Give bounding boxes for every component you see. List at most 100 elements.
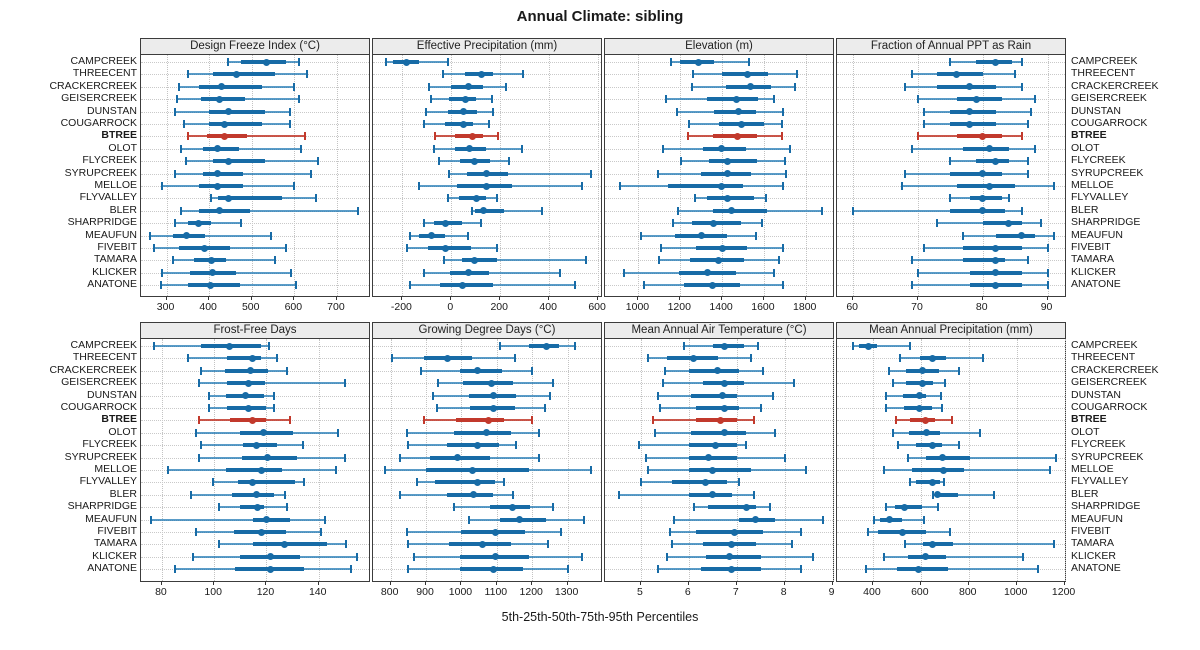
whisker-cap bbox=[941, 404, 944, 412]
whisker-cap bbox=[789, 144, 792, 153]
site-label: FIVEBIT bbox=[97, 241, 137, 253]
whisker-cap bbox=[780, 120, 783, 128]
site-label: COUGARROCK bbox=[60, 117, 137, 129]
whisker-cap bbox=[656, 391, 659, 400]
site-label: GEISERCREEK bbox=[61, 92, 137, 105]
whisker-cap bbox=[622, 268, 625, 277]
axis-tick bbox=[165, 296, 167, 300]
site-label: DUNSTAN bbox=[87, 388, 137, 401]
site-label: MELLOE bbox=[1071, 179, 1114, 191]
iqr-bar bbox=[896, 567, 949, 572]
median-dot bbox=[460, 108, 468, 116]
whisker-cap bbox=[435, 404, 438, 412]
median-dot bbox=[709, 491, 717, 499]
median-dot bbox=[929, 441, 937, 449]
median-dot bbox=[934, 491, 942, 499]
axis-tick-label: 1300 bbox=[554, 586, 579, 598]
whisker-line bbox=[175, 172, 312, 175]
whisker-cap bbox=[173, 565, 176, 574]
axis-tick-label: 200 bbox=[490, 301, 508, 313]
whisker-line bbox=[905, 543, 1054, 546]
whisker-cap bbox=[781, 281, 784, 290]
iqr-bar bbox=[447, 443, 499, 448]
whisker-cap bbox=[283, 490, 286, 499]
iqr-bar bbox=[667, 184, 743, 188]
whisker-cap bbox=[437, 379, 440, 388]
median-dot bbox=[918, 379, 926, 387]
whisker-cap bbox=[416, 478, 419, 487]
whisker-cap bbox=[153, 342, 156, 350]
median-dot bbox=[220, 120, 228, 128]
axis-tick bbox=[783, 581, 785, 585]
median-dot bbox=[206, 281, 214, 289]
whisker-cap bbox=[1020, 132, 1023, 141]
axis-tick-label: 400 bbox=[863, 586, 881, 598]
site-label: FLYVALLEY bbox=[79, 191, 137, 204]
iqr-bar bbox=[916, 480, 941, 485]
whisker-cap bbox=[882, 552, 885, 561]
iqr-bar bbox=[440, 283, 493, 288]
iqr-bar bbox=[705, 554, 761, 559]
median-dot bbox=[717, 145, 725, 153]
whisker-cap bbox=[1055, 453, 1058, 462]
site-label: DUNSTAN bbox=[87, 104, 137, 117]
whisker-cap bbox=[471, 206, 474, 215]
gridline bbox=[532, 339, 534, 581]
whisker-cap bbox=[186, 132, 189, 141]
whisker-cap bbox=[790, 540, 793, 549]
median-dot bbox=[966, 120, 974, 128]
iqr-bar bbox=[500, 517, 547, 522]
site-label: TAMARA bbox=[1071, 253, 1114, 266]
iqr-bar bbox=[428, 246, 471, 250]
whisker-cap bbox=[269, 231, 272, 240]
whisker-cap bbox=[160, 281, 163, 290]
whisker-cap bbox=[666, 552, 669, 561]
median-dot bbox=[479, 207, 487, 215]
panel-header: Effective Precipitation (mm) bbox=[372, 38, 602, 55]
gridline bbox=[872, 339, 874, 581]
whisker-cap bbox=[644, 453, 647, 462]
iqr-bar bbox=[454, 430, 511, 435]
whisker-cap bbox=[752, 416, 755, 425]
whisker-cap bbox=[750, 354, 753, 363]
median-dot bbox=[247, 367, 255, 375]
axis-tick-label: 400 bbox=[539, 301, 557, 313]
whisker-cap bbox=[692, 503, 695, 512]
whisker-cap bbox=[187, 354, 190, 363]
whisker-cap bbox=[894, 416, 897, 425]
whisker-cap bbox=[423, 219, 426, 228]
site-label: GEISERCREEK bbox=[1071, 92, 1147, 105]
median-dot bbox=[441, 219, 449, 227]
site-label: MELLOE bbox=[1071, 463, 1114, 475]
axis-tick-label: 70 bbox=[911, 301, 923, 313]
whisker-cap bbox=[405, 528, 408, 536]
whisker-cap bbox=[671, 219, 674, 228]
site-label: TAMARA bbox=[94, 537, 137, 550]
whisker-cap bbox=[936, 503, 939, 512]
panel-header: Growing Degree Days (°C) bbox=[372, 322, 602, 339]
whisker-cap bbox=[1053, 231, 1056, 240]
median-dot bbox=[743, 70, 751, 78]
iqr-bar bbox=[227, 356, 262, 361]
iqr-bar bbox=[691, 393, 737, 398]
gridline bbox=[567, 339, 569, 581]
median-dot bbox=[491, 553, 499, 561]
median-dot bbox=[734, 132, 742, 140]
row-guide bbox=[837, 532, 1065, 533]
site-label: SYRUPCREEK bbox=[1071, 450, 1144, 463]
whisker-line bbox=[472, 209, 542, 212]
whisker-cap bbox=[589, 169, 592, 178]
median-dot bbox=[281, 540, 289, 548]
whisker-cap bbox=[892, 379, 895, 388]
site-label: SYRUPCREEK bbox=[64, 450, 137, 463]
site-label: CAMPCREEK bbox=[70, 55, 137, 67]
median-dot bbox=[900, 503, 908, 511]
row-guide bbox=[373, 346, 601, 347]
whisker-cap bbox=[391, 354, 394, 363]
whisker-cap bbox=[428, 82, 431, 91]
iqr-bar bbox=[712, 344, 744, 348]
panel-header: Fraction of Annual PPT as Rain bbox=[836, 38, 1066, 55]
axis-tick bbox=[293, 296, 295, 300]
whisker-cap bbox=[406, 244, 409, 252]
median-dot bbox=[489, 392, 497, 400]
